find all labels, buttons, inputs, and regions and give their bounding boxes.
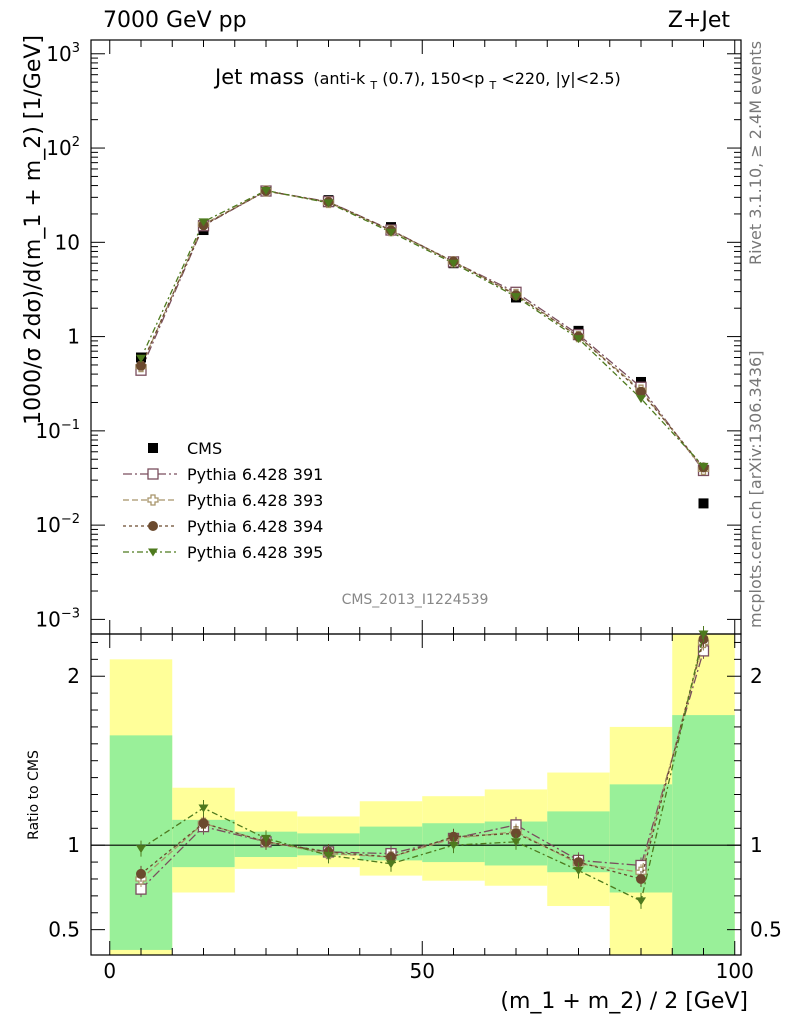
ratio-point-p395 xyxy=(636,897,646,906)
x-axis-label: (m_1 + m_2) / 2 [GeV] xyxy=(500,989,748,1014)
main-ytick-label: 10−1 xyxy=(35,418,80,443)
main-line-p394 xyxy=(140,190,705,468)
ratio-point-p394 xyxy=(511,828,521,839)
x-tick-label: 0 xyxy=(103,959,116,983)
main-ytick-label: 103 xyxy=(46,41,80,66)
ratio-point-p395 xyxy=(386,860,396,869)
legend-label-p394: Pythia 6.428 394 xyxy=(187,517,323,536)
main-ytick-label: 10 xyxy=(55,230,80,254)
x-tick-label: 100 xyxy=(716,959,754,983)
inner-band-9 xyxy=(672,715,735,955)
main-ytick-label: 1 xyxy=(67,325,80,349)
ratio-point-p395 xyxy=(136,845,146,854)
x-tick-label: 50 xyxy=(410,959,435,983)
legend-marker-p395 xyxy=(148,548,158,557)
main-line-p393 xyxy=(140,190,705,470)
main-point-p395 xyxy=(573,335,584,344)
ratio-point-p395 xyxy=(573,867,584,876)
ratio-line-p395 xyxy=(140,633,705,902)
main-point-cms xyxy=(698,498,709,509)
main-ytick-label: 10−3 xyxy=(35,606,80,631)
ratio-point-p395 xyxy=(698,630,709,639)
main-point-p394 xyxy=(636,386,646,397)
legend: CMS Pythia 6.428 391 Pythia 6.428 393 Pythi… xyxy=(123,439,323,562)
main-ytick-label: 102 xyxy=(46,135,80,160)
main-ytick-label: 10−2 xyxy=(35,512,80,537)
main-line-p395 xyxy=(140,189,704,467)
ratio-ytick-label-left: 1 xyxy=(67,833,80,857)
ratio-ytick-label-right: 1 xyxy=(750,833,763,857)
analysis-id: CMS_2013_I1224539 xyxy=(342,592,489,608)
ratio-ytick-label-left: 0.5 xyxy=(48,918,80,942)
main-point-p395 xyxy=(448,259,459,268)
ratio-ytick-label-right: 2 xyxy=(750,664,763,688)
ratio-point-p394 xyxy=(573,857,584,868)
main-point-p395 xyxy=(261,186,271,195)
main-point-p395 xyxy=(698,462,709,471)
main-y-axis-label: 1000/σ 2dσ)/d(m_1 + m_2) [1/GeV] xyxy=(21,35,46,425)
ratio-ytick-label-right: 0.5 xyxy=(750,918,782,942)
main-series-group xyxy=(135,185,710,509)
ratio-line-p393 xyxy=(140,642,705,880)
ratio-point-p394 xyxy=(198,818,209,829)
main-point-p395 xyxy=(323,199,334,208)
legend-label-p395: Pythia 6.428 395 xyxy=(187,543,323,562)
main-plot-frame: 10−3 10−2 10−1 1 10 102 103 xyxy=(35,39,742,635)
header-left: 7000 GeV pp xyxy=(103,8,247,33)
ratio-point-p395 xyxy=(323,851,334,860)
ratio-point-p394 xyxy=(136,868,146,879)
main-point-p395 xyxy=(136,354,146,363)
ratio-line-p391 xyxy=(140,650,705,890)
main-point-p395 xyxy=(511,293,521,302)
legend-marker-p393 xyxy=(147,494,159,506)
plot-title: Jet mass (anti-k T (0.7), 150<p T <220, … xyxy=(213,65,621,93)
mcplots-note: mcplots.cern.ch [arXiv:1306.3436] xyxy=(746,351,765,628)
ratio-point-p394 xyxy=(636,873,646,884)
legend-label-p393: Pythia 6.428 393 xyxy=(187,491,323,510)
rivet-note: Rivet 3.1.10, ≥ 2.4M events xyxy=(746,41,765,265)
main-point-p395 xyxy=(198,218,209,227)
legend-marker-p394 xyxy=(148,521,158,531)
legend-label-cms: CMS xyxy=(187,439,222,458)
main-line-p391 xyxy=(140,190,705,471)
ratio-point-p395 xyxy=(198,804,209,813)
header-right: Z+Jet xyxy=(668,8,731,33)
ratio-y-axis-label: Ratio to CMS xyxy=(26,750,42,840)
main-point-p395 xyxy=(636,395,646,404)
main-point-p394 xyxy=(136,360,146,371)
ratio-series-group xyxy=(135,626,710,909)
legend-label-p391: Pythia 6.428 391 xyxy=(187,465,323,484)
legend-marker-cms xyxy=(148,443,158,453)
ratio-point-p395 xyxy=(448,841,459,850)
ratio-point-p395 xyxy=(261,834,271,843)
ratio-point-p395 xyxy=(511,838,521,847)
ratio-ytick-label-left: 2 xyxy=(67,664,80,688)
ratio-point-p394 xyxy=(448,831,459,842)
legend-marker-p391 xyxy=(147,468,159,480)
ratio-plot-frame: 0 50 100 0.5 0.5 1 1 2 2 xyxy=(48,633,782,983)
main-point-p395 xyxy=(386,228,396,237)
